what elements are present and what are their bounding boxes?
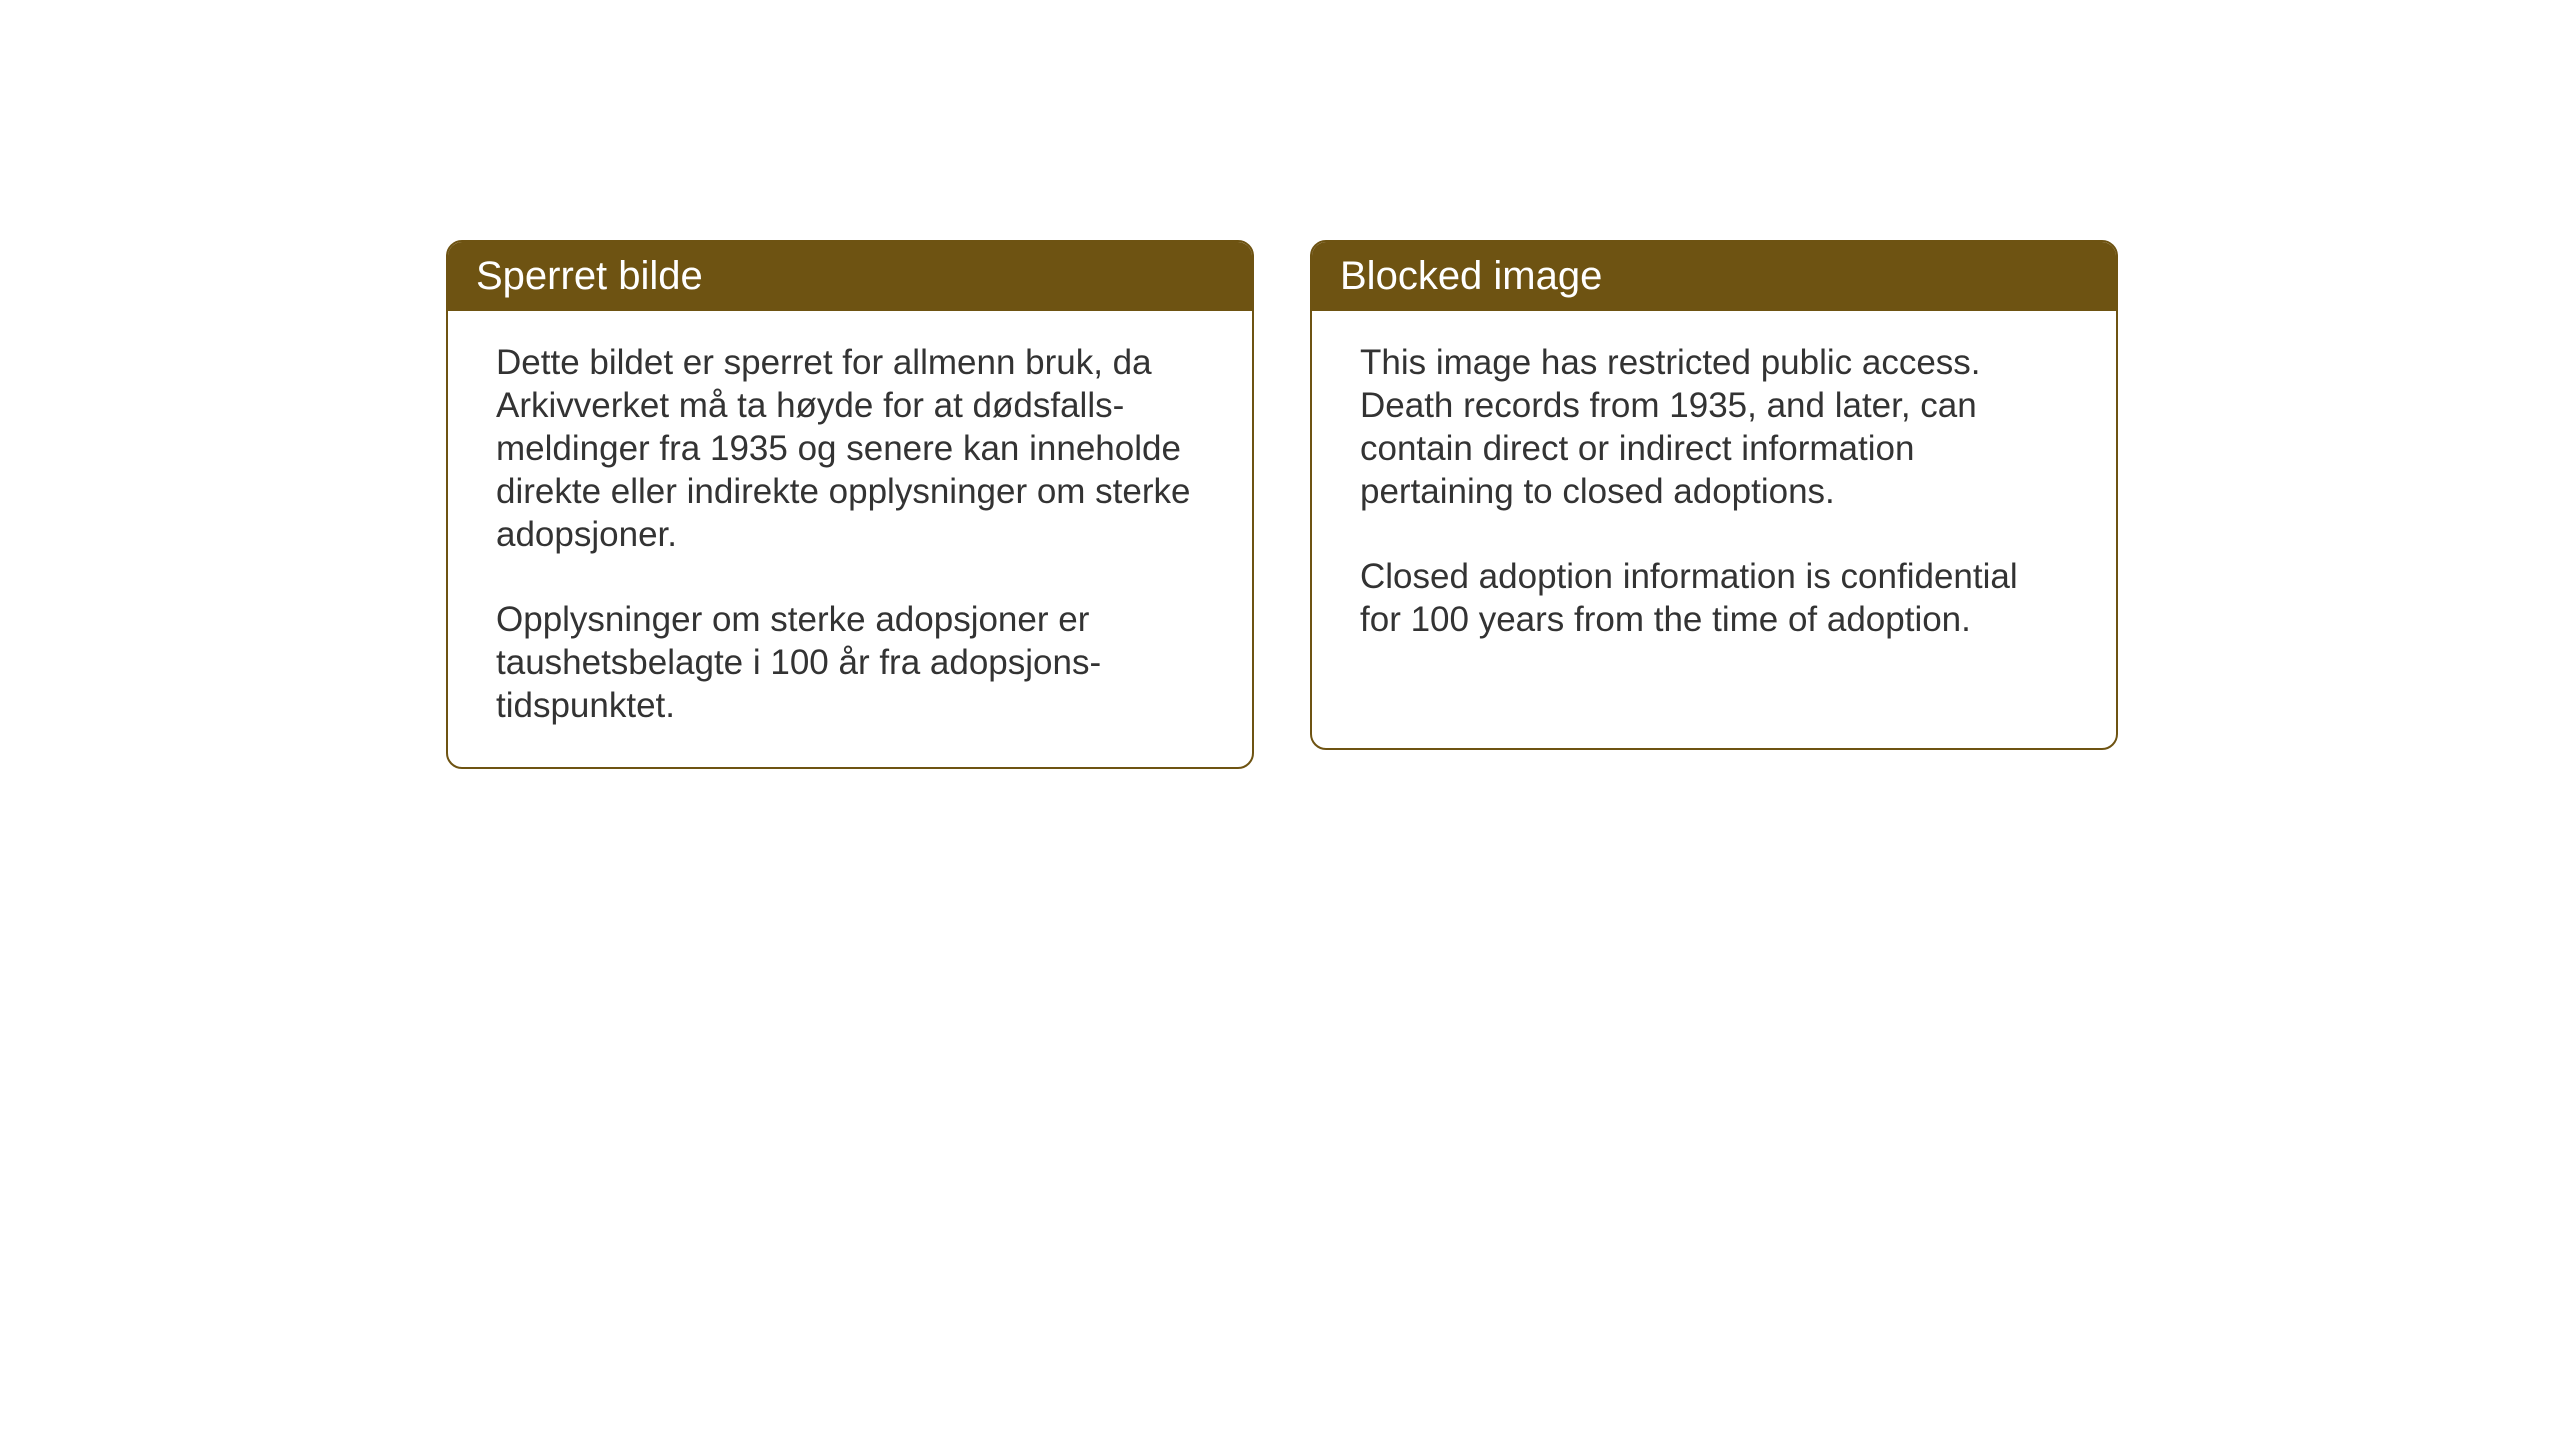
card-paragraph: Dette bildet er sperret for allmenn bruk… (496, 341, 1204, 556)
card-body-english: This image has restricted public access.… (1312, 311, 2116, 681)
notice-cards-container: Sperret bilde Dette bildet er sperret fo… (446, 240, 2118, 769)
notice-card-norwegian: Sperret bilde Dette bildet er sperret fo… (446, 240, 1254, 769)
card-header-english: Blocked image (1312, 242, 2116, 311)
card-body-norwegian: Dette bildet er sperret for allmenn bruk… (448, 311, 1252, 767)
card-title: Sperret bilde (476, 254, 703, 298)
card-title: Blocked image (1340, 254, 1602, 298)
card-paragraph: This image has restricted public access.… (1360, 341, 2068, 513)
card-header-norwegian: Sperret bilde (448, 242, 1252, 311)
card-paragraph: Opplysninger om sterke adopsjoner er tau… (496, 598, 1204, 727)
notice-card-english: Blocked image This image has restricted … (1310, 240, 2118, 750)
card-paragraph: Closed adoption information is confident… (1360, 555, 2068, 641)
